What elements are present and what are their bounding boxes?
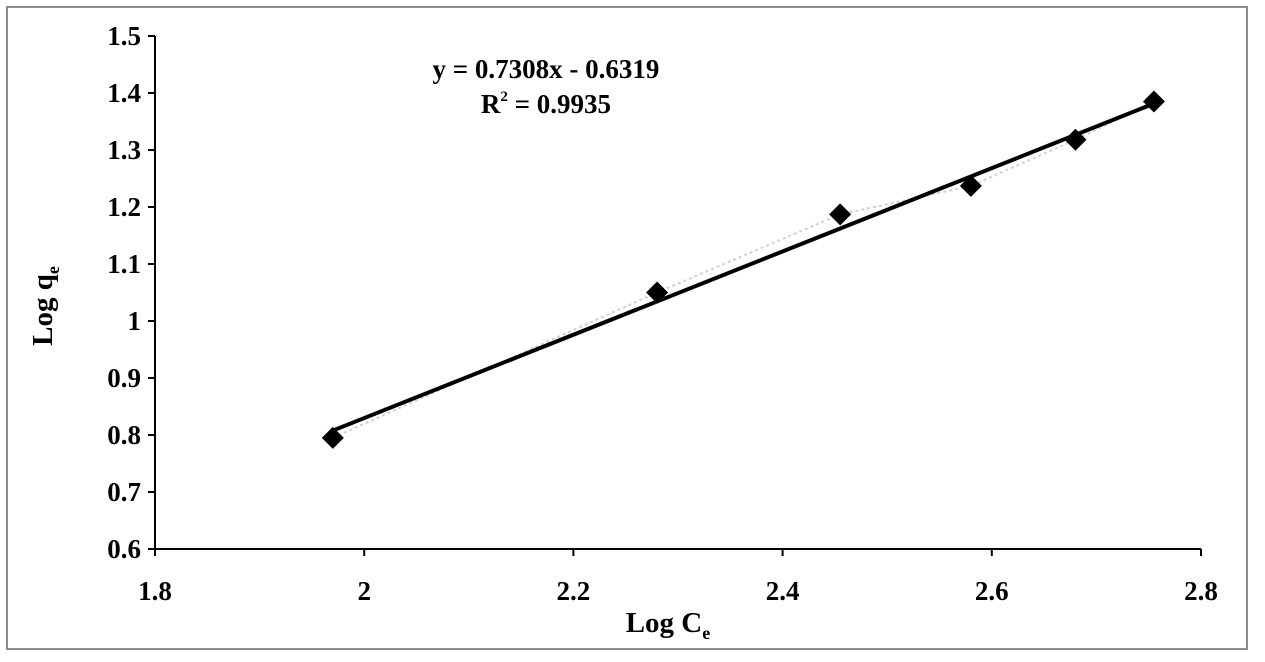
y-tick-label: 0.9 [107, 363, 141, 393]
series-connector-line [332, 100, 1155, 439]
y-axis-title-text: Log q [27, 274, 59, 346]
x-tick-label: 1.8 [138, 576, 172, 606]
data-point [959, 174, 982, 197]
y-tick-label: 1.2 [107, 192, 141, 222]
trendline-path [332, 101, 1155, 433]
y-tick-label: 0.7 [107, 477, 141, 507]
data-point [1064, 128, 1087, 151]
data-points [321, 90, 1165, 449]
data-point [321, 426, 344, 449]
x-axis-title-text: Log C [626, 607, 703, 639]
x-axis-title: Log Ce [626, 607, 711, 643]
x-tick-label: 2.2 [557, 576, 591, 606]
x-tick-label: 2.8 [1184, 576, 1218, 606]
x-axis-title-sub: e [702, 623, 710, 643]
x-tick-label: 2.4 [766, 576, 800, 606]
axes [148, 35, 1202, 556]
trendline [332, 101, 1155, 433]
y-tick-label: 1.1 [107, 249, 141, 279]
r-squared: R2 = 0.9935 [481, 89, 611, 119]
y-tick-label: 0.8 [107, 420, 141, 450]
r-squared-prefix: R [481, 89, 501, 119]
tick-labels: 0.6 0.7 0.8 0.9 1 1.1 1.2 1.3 1.4 1.5 1.8 2 2.2 2.4 2.… [107, 21, 1218, 606]
data-point [646, 281, 669, 304]
r-squared-value: = 0.9935 [508, 89, 611, 119]
x-tick-label: 2 [357, 576, 371, 606]
data-point [1142, 90, 1165, 113]
y-tick-label: 0.6 [107, 534, 141, 564]
x-tick-label: 2.6 [975, 576, 1009, 606]
y-tick-label: 1.5 [107, 21, 141, 51]
y-tick-label: 1.4 [107, 78, 141, 108]
y-tick-label: 1.3 [107, 135, 141, 165]
data-point [829, 203, 852, 226]
trend-equation: y = 0.7308x - 0.6319 [433, 54, 660, 84]
r-squared-sup: 2 [500, 89, 508, 105]
y-tick-label: 1 [128, 306, 142, 336]
y-axis-title: Log qe [27, 266, 63, 346]
chart-frame [6, 6, 1248, 650]
data-connector [332, 100, 1155, 439]
y-axis-title-sub: e [43, 266, 63, 274]
